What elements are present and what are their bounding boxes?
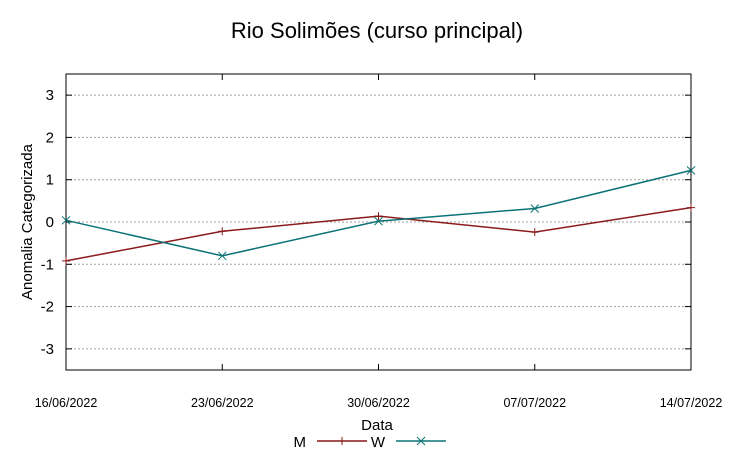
data-point-m (687, 203, 695, 212)
data-point-w (61, 215, 71, 225)
data-point-w (530, 204, 540, 213)
y-axis-ticks: 3 2 1 0 -1 -2 -3 (41, 87, 691, 358)
legend-label-m: M (294, 434, 307, 451)
x-tick-label: 14/07/2022 (660, 396, 723, 410)
grid-lines (66, 94, 691, 350)
series-lines (61, 166, 696, 265)
data-point-m (62, 256, 70, 265)
legend-sample-m (317, 437, 367, 445)
data-point-m (374, 212, 383, 221)
data-point-m (218, 227, 227, 236)
y-tick-label: 1 (46, 172, 54, 189)
y-tick-label: 3 (46, 87, 54, 104)
y-axis-label: Anomalia Categorizada (19, 143, 36, 300)
x-tick-label: 23/06/2022 (191, 396, 254, 410)
x-tick-label: 07/07/2022 (503, 396, 566, 410)
y-tick-label: 2 (46, 129, 54, 146)
chart-title: Rio Solimões (curso principal) (231, 18, 523, 43)
data-point-w (374, 216, 383, 226)
data-point-m (530, 228, 539, 237)
legend-marker (338, 437, 346, 445)
x-tick-label: 16/06/2022 (35, 396, 98, 410)
x-axis-label: Data (361, 417, 393, 434)
data-point-w (686, 166, 696, 175)
legend-marker (416, 436, 426, 446)
y-tick-label: -3 (41, 341, 54, 358)
x-axis-ticks: 16/06/2022 23/06/2022 30/06/2022 07/07/2022… (35, 74, 723, 410)
y-tick-label: -1 (41, 256, 54, 273)
x-tick-label: 30/06/2022 (347, 396, 410, 410)
data-point-w (217, 251, 227, 261)
legend-label-w: W (371, 434, 386, 451)
legend-sample-w (396, 436, 446, 446)
y-tick-label: 0 (46, 214, 54, 231)
y-tick-label: -2 (41, 299, 54, 316)
legend: M W (294, 434, 446, 451)
